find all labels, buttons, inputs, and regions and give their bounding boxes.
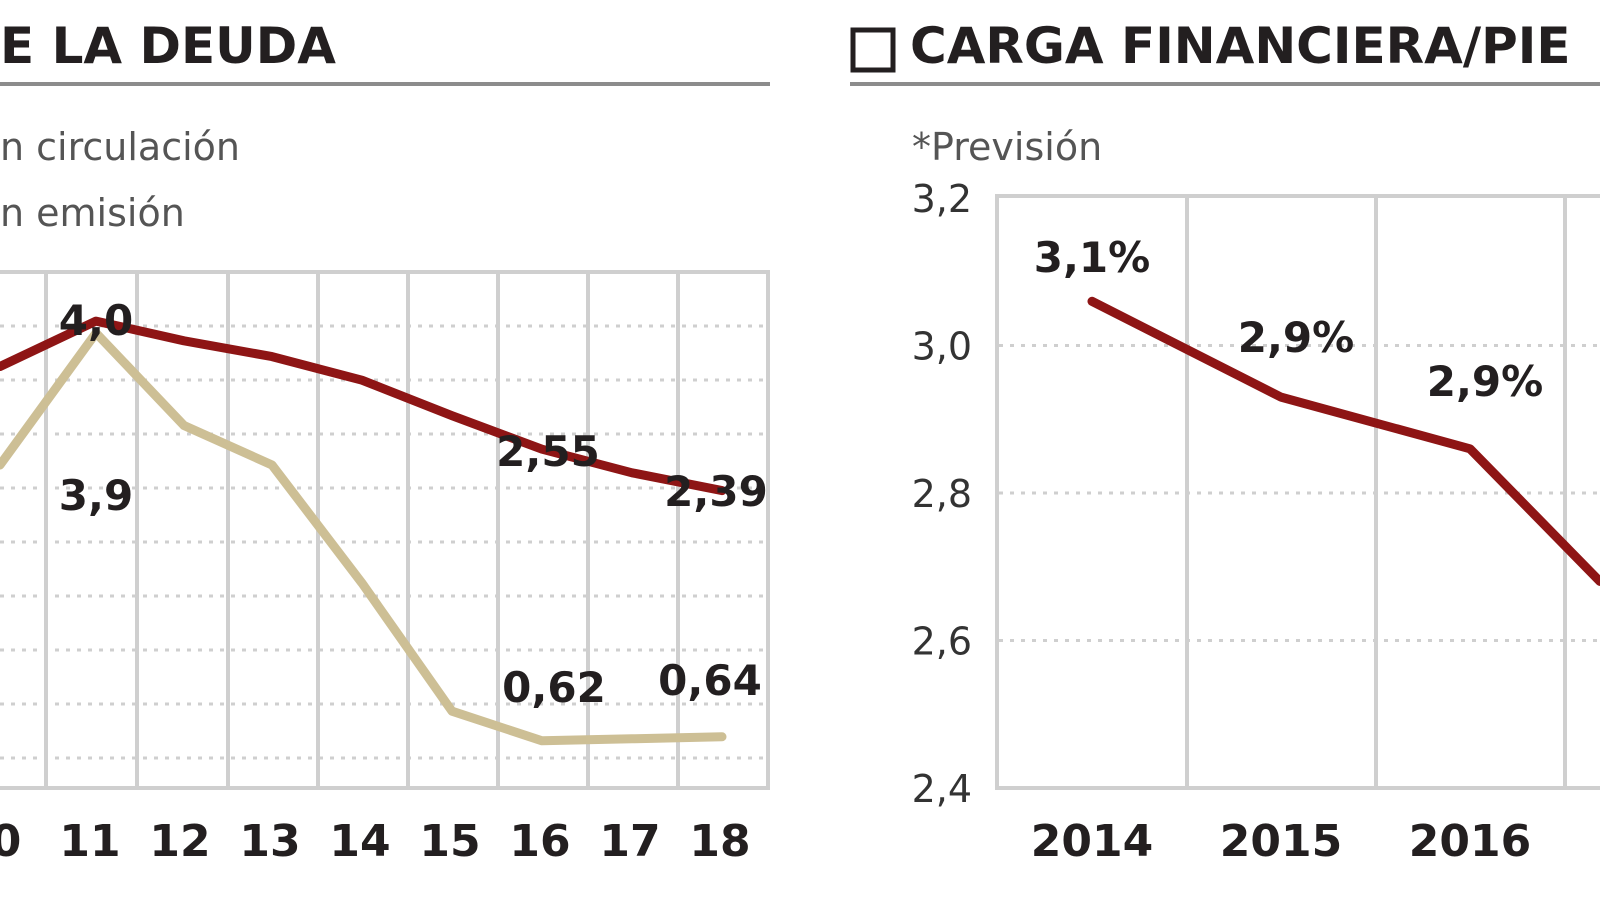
left-data-label: 0,62 (502, 663, 606, 712)
left-data-label: 2,55 (496, 427, 600, 476)
left-x-tick-label: 14 (329, 816, 390, 867)
right-y-tick-label: 3,2 (912, 177, 972, 221)
left-plot-frame (0, 270, 770, 790)
emission-series-line (0, 328, 727, 746)
circulation-series-line (0, 316, 727, 496)
right-data-labels: 3,1% 2,9% 2,9% (1034, 233, 1543, 406)
left-chart-title: E LA DEUDA (0, 17, 336, 75)
right-series-lines (1087, 296, 1600, 586)
left-gridlines (0, 272, 766, 788)
left-x-tick-label: 17 (599, 816, 660, 867)
carga-financiera-series-line (1087, 296, 1600, 586)
left-data-label: 2,39 (664, 467, 768, 516)
left-x-tick-label: 0 (0, 816, 21, 867)
left-series-lines (0, 316, 727, 746)
left-x-axis-ticks: 0 11 12 13 14 15 16 17 18 (0, 816, 751, 867)
right-y-tick-label: 2,8 (912, 472, 972, 516)
right-data-label: 3,1% (1034, 233, 1150, 282)
left-chart-panel: E LA DEUDA n circulación n emisión 0 11 12… (0, 17, 770, 867)
forecast-note: *Previsión (912, 125, 1102, 169)
left-x-tick-label: 13 (239, 816, 300, 867)
legend-emission-label: n emisión (0, 191, 185, 235)
right-x-tick-label: 2015 (1220, 816, 1342, 867)
right-y-tick-label: 2,6 (912, 620, 972, 664)
right-gridlines (999, 196, 1600, 788)
right-data-label: 2,9% (1238, 313, 1354, 362)
left-data-label: 3,9 (59, 471, 133, 520)
right-x-tick-label: 2014 (1031, 816, 1153, 867)
right-data-label: 2,9% (1427, 357, 1543, 406)
left-x-tick-label: 16 (509, 816, 570, 867)
right-y-tick-label: 2,4 (912, 767, 972, 811)
right-y-tick-label: 3,0 (912, 325, 972, 369)
left-x-tick-label: 11 (59, 816, 120, 867)
right-y-axis-ticks: 3,2 3,0 2,8 2,6 2,4 (912, 177, 972, 811)
right-x-axis-ticks: 2014 2015 2016 (1031, 816, 1531, 867)
right-chart-title: CARGA FINANCIERA/PIE (910, 17, 1571, 75)
left-data-label: 4,0 (59, 296, 133, 345)
left-data-labels: 4,0 3,9 2,55 2,39 0,62 0,64 (59, 296, 768, 712)
square-icon (850, 27, 896, 73)
left-x-tick-label: 12 (149, 816, 210, 867)
right-chart-panel: CARGA FINANCIERA/PIE *Previsión 3,2 3,0 2,… (850, 17, 1600, 867)
right-x-tick-label: 2016 (1409, 816, 1531, 867)
left-x-tick-label: 18 (689, 816, 750, 867)
left-data-label: 0,64 (658, 656, 762, 705)
left-x-tick-label: 15 (419, 816, 480, 867)
legend-circulation-label: n circulación (0, 125, 240, 169)
